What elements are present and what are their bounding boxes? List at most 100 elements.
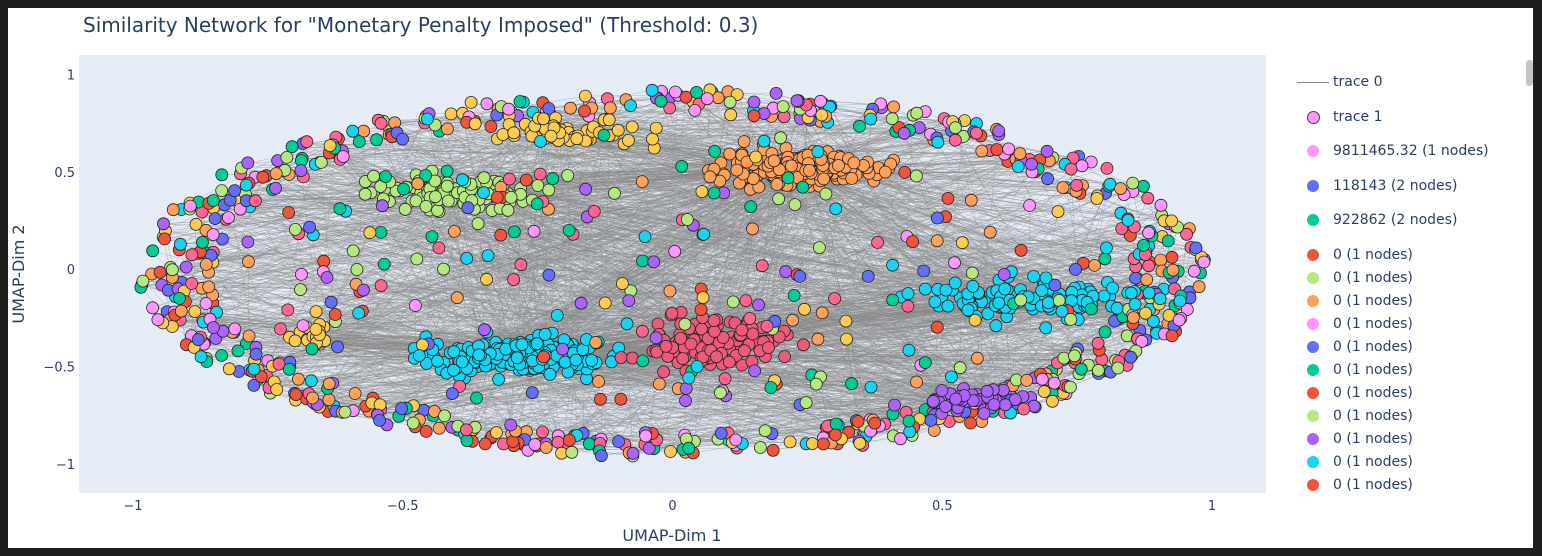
network-node[interactable] bbox=[146, 301, 160, 315]
legend-item[interactable]: trace 1 bbox=[1293, 107, 1525, 127]
legend-item[interactable]: 0 (1 nodes) bbox=[1293, 475, 1525, 495]
legend-scroll-thumb[interactable] bbox=[1526, 60, 1533, 86]
network-node[interactable] bbox=[157, 217, 170, 231]
network-node[interactable] bbox=[460, 434, 474, 448]
network-node[interactable] bbox=[419, 169, 433, 182]
network-node[interactable] bbox=[679, 394, 692, 408]
legend-item[interactable]: 118143 (2 nodes) bbox=[1293, 176, 1525, 196]
network-node[interactable] bbox=[294, 283, 307, 297]
network-node[interactable] bbox=[471, 217, 485, 231]
network-node[interactable] bbox=[1172, 313, 1186, 327]
network-node[interactable] bbox=[817, 437, 830, 451]
network-node[interactable] bbox=[194, 350, 208, 364]
network-node[interactable] bbox=[1165, 329, 1179, 343]
network-node[interactable] bbox=[970, 351, 984, 365]
network-node[interactable] bbox=[1180, 227, 1193, 241]
network-node[interactable] bbox=[179, 260, 193, 274]
network-node[interactable] bbox=[477, 323, 491, 337]
network-node[interactable] bbox=[675, 159, 689, 173]
network-node[interactable] bbox=[470, 391, 483, 405]
network-node[interactable] bbox=[363, 226, 377, 240]
network-node[interactable] bbox=[440, 164, 454, 178]
network-node[interactable] bbox=[828, 292, 841, 306]
network-node[interactable] bbox=[314, 155, 328, 169]
network-node[interactable] bbox=[594, 392, 607, 406]
network-node[interactable] bbox=[639, 429, 653, 443]
network-node[interactable] bbox=[886, 293, 900, 307]
network-node[interactable] bbox=[679, 90, 693, 104]
network-node[interactable] bbox=[447, 363, 460, 377]
network-node[interactable] bbox=[668, 244, 682, 258]
network-node[interactable] bbox=[1106, 281, 1119, 295]
network-node[interactable] bbox=[525, 386, 539, 400]
network-node[interactable] bbox=[358, 187, 372, 201]
network-node[interactable] bbox=[272, 357, 286, 371]
network-node[interactable] bbox=[536, 425, 549, 439]
network-node[interactable] bbox=[953, 361, 967, 375]
network-node[interactable] bbox=[1166, 263, 1180, 277]
network-node[interactable] bbox=[927, 394, 940, 408]
network-node[interactable] bbox=[324, 295, 338, 309]
network-node[interactable] bbox=[375, 199, 389, 213]
network-node[interactable] bbox=[939, 283, 953, 297]
network-node[interactable] bbox=[530, 197, 544, 211]
network-node[interactable] bbox=[247, 378, 261, 392]
network-node[interactable] bbox=[663, 284, 677, 298]
network-node[interactable] bbox=[964, 193, 978, 207]
network-node[interactable] bbox=[174, 304, 188, 318]
network-node[interactable] bbox=[714, 386, 727, 400]
network-node[interactable] bbox=[455, 173, 469, 187]
network-node[interactable] bbox=[1035, 284, 1049, 298]
network-node[interactable] bbox=[166, 203, 180, 217]
network-node[interactable] bbox=[481, 249, 495, 263]
network-node[interactable] bbox=[743, 312, 757, 325]
network-node[interactable] bbox=[542, 183, 556, 197]
network-node[interactable] bbox=[772, 192, 785, 206]
network-node[interactable] bbox=[930, 320, 944, 334]
network-node[interactable] bbox=[1070, 178, 1084, 192]
network-node[interactable] bbox=[447, 345, 461, 359]
network-node[interactable] bbox=[1110, 301, 1124, 315]
network-node[interactable] bbox=[379, 170, 392, 184]
network-node[interactable] bbox=[514, 258, 528, 272]
network-node[interactable] bbox=[840, 332, 853, 346]
network-node[interactable] bbox=[665, 306, 679, 320]
network-node[interactable] bbox=[992, 296, 1006, 310]
network-node[interactable] bbox=[510, 351, 524, 365]
network-node[interactable] bbox=[206, 321, 220, 334]
network-node[interactable] bbox=[1100, 241, 1113, 255]
network-node[interactable] bbox=[438, 409, 451, 423]
network-node[interactable] bbox=[766, 443, 780, 457]
network-node[interactable] bbox=[1017, 402, 1031, 416]
network-node[interactable] bbox=[1002, 142, 1015, 156]
network-node[interactable] bbox=[809, 377, 823, 391]
network-node[interactable] bbox=[748, 364, 761, 378]
network-node[interactable] bbox=[410, 252, 424, 266]
network-node[interactable] bbox=[501, 203, 515, 217]
network-node[interactable] bbox=[322, 393, 336, 407]
network-node[interactable] bbox=[690, 360, 704, 373]
network-node[interactable] bbox=[222, 362, 236, 376]
network-node[interactable] bbox=[650, 345, 664, 359]
network-node[interactable] bbox=[578, 104, 591, 118]
network-node[interactable] bbox=[338, 405, 352, 419]
network-node[interactable] bbox=[242, 329, 256, 343]
network-node[interactable] bbox=[1114, 182, 1127, 196]
network-node[interactable] bbox=[885, 112, 899, 126]
network-node[interactable] bbox=[597, 128, 611, 142]
network-node[interactable] bbox=[931, 135, 945, 149]
network-node[interactable] bbox=[649, 331, 663, 345]
network-node[interactable] bbox=[370, 133, 384, 147]
network-node[interactable] bbox=[1023, 199, 1036, 212]
network-node[interactable] bbox=[432, 241, 446, 255]
network-node[interactable] bbox=[515, 338, 529, 352]
network-node[interactable] bbox=[288, 222, 302, 236]
network-node[interactable] bbox=[941, 191, 955, 205]
network-node[interactable] bbox=[579, 182, 592, 196]
network-node[interactable] bbox=[1161, 234, 1175, 248]
network-node[interactable] bbox=[373, 413, 387, 427]
network-node[interactable] bbox=[289, 388, 303, 402]
network-node[interactable] bbox=[674, 331, 688, 345]
network-node[interactable] bbox=[770, 177, 784, 191]
network-node[interactable] bbox=[303, 220, 317, 234]
